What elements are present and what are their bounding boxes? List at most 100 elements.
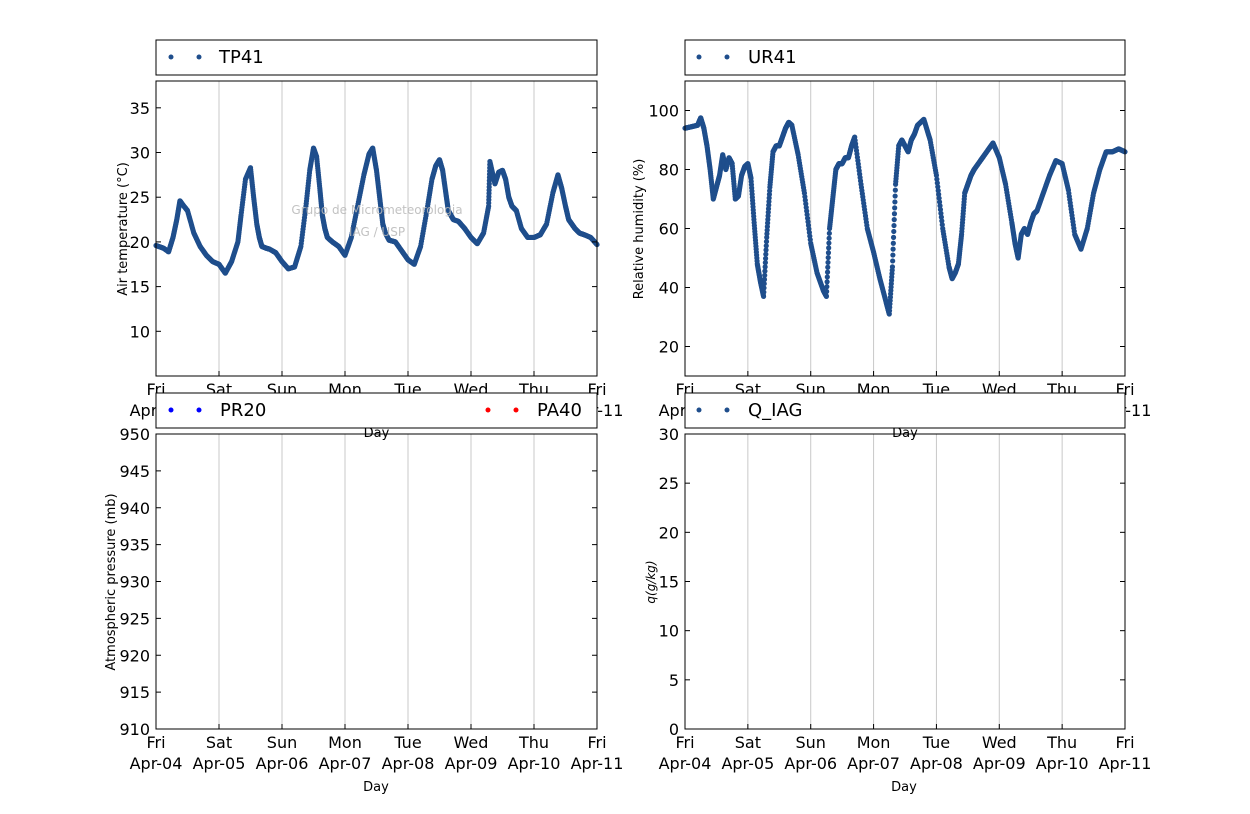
- x-tick-label-dow: Tue: [922, 733, 950, 752]
- data-point: [890, 234, 897, 240]
- specific-humidity-y-axis-label: q(g/kg): [644, 560, 658, 603]
- watermark-line1: Grupo de Micrometeorologia: [291, 203, 462, 217]
- data-point: [935, 187, 941, 194]
- y-tick-label: 15: [130, 278, 150, 297]
- data-point: [936, 191, 942, 197]
- data-point: [939, 222, 945, 228]
- x-tick-label-date: Apr-04: [659, 754, 712, 773]
- data-point: [934, 180, 940, 186]
- pressure-plot-frame: [155, 433, 598, 730]
- x-tick-label-dow: Sat: [206, 733, 232, 752]
- x-tick-label-dow: Thu: [518, 733, 549, 752]
- data-point: [760, 293, 767, 299]
- x-tick-label-date: Apr-09: [445, 754, 498, 773]
- x-tick-label-dow: Fri: [146, 733, 165, 752]
- specific-humidity-plot-frame: [684, 433, 1126, 730]
- temperature-y-axis-label: Air temperature (°C): [116, 162, 131, 296]
- data-point: [763, 238, 770, 245]
- y-tick-label: 915: [119, 683, 150, 702]
- pressure-legend-marker-pa40: [513, 407, 519, 413]
- y-tick-label: 20: [659, 523, 679, 542]
- humidity-y-axis-label: Relative humidity (%): [632, 159, 647, 300]
- data-point: [892, 187, 898, 193]
- data-point: [890, 246, 896, 252]
- humidity-legend-box: [684, 39, 1126, 76]
- temperature-legend-marker: [196, 54, 202, 60]
- data-point: [891, 228, 897, 235]
- specific-humidity-legend-label: Q_IAG: [748, 400, 802, 421]
- x-tick-label-dow: Fri: [587, 733, 606, 752]
- pressure-legend: PR20 PA40: [155, 392, 598, 429]
- x-tick-label-date: Apr-07: [847, 754, 900, 773]
- humidity-plot-frame: [684, 80, 1126, 377]
- y-tick-label: 925: [119, 609, 150, 628]
- y-tick-label: 920: [119, 646, 150, 665]
- data-point: [939, 218, 945, 224]
- y-tick-label: 15: [659, 573, 679, 592]
- x-tick-label-dow: Thu: [1046, 733, 1077, 752]
- x-tick-label-dow: Wed: [454, 733, 489, 752]
- x-tick-label-dow: Fri: [1115, 733, 1134, 752]
- pressure-y-axis-label: Atmospheric pressure (mb): [104, 493, 119, 670]
- pressure-legend-marker-pr20: [168, 407, 174, 413]
- x-tick-label-date: Apr-07: [319, 754, 372, 773]
- data-point: [762, 255, 769, 262]
- specific-humidity-x-axis-label: Day: [891, 780, 917, 795]
- y-tick-label: 30: [130, 144, 150, 163]
- specific-humidity-legend: Q_IAG: [684, 392, 1126, 429]
- data-point: [824, 279, 830, 285]
- data-point: [761, 276, 768, 283]
- x-tick-label-dow: Fri: [675, 733, 694, 752]
- data-point: [938, 214, 944, 220]
- y-tick-label: 40: [659, 279, 679, 298]
- watermark-line2: IAG / USP: [349, 225, 405, 239]
- data-point: [892, 205, 898, 211]
- data-point: [824, 274, 830, 280]
- data-point: [938, 210, 944, 216]
- pressure-x-axis-label: Day: [363, 780, 389, 795]
- humidity-legend-marker: [696, 54, 702, 60]
- data-point: [825, 254, 831, 261]
- temperature-plot-frame: [155, 80, 598, 377]
- x-tick-label-dow: Tue: [393, 733, 421, 752]
- data-point: [890, 258, 896, 264]
- data-point: [761, 285, 767, 291]
- y-tick-label: 950: [119, 425, 150, 444]
- temperature-legend-label: TP41: [218, 47, 264, 68]
- x-tick-label-date: Apr-04: [130, 754, 183, 773]
- data-point: [825, 250, 832, 256]
- data-point: [762, 268, 768, 274]
- y-tick-label: 945: [119, 462, 150, 481]
- specific-humidity-panel: 0 5 10 15 20 25 30 q(g/kg) Fri Apr-04 Sat Apr-05 S…: [644, 425, 1151, 795]
- data-point: [761, 281, 767, 287]
- pressure-legend-label-pa40: PA40: [537, 400, 582, 421]
- pressure-legend-marker-pr20: [196, 407, 202, 413]
- pressure-legend-box: [155, 392, 598, 429]
- y-tick-label: 30: [659, 425, 679, 444]
- y-tick-label: 60: [659, 220, 679, 239]
- x-tick-label-date: Apr-06: [784, 754, 837, 773]
- data-point: [763, 247, 769, 253]
- data-point: [891, 222, 897, 229]
- data-point: [763, 243, 769, 249]
- data-point: [936, 199, 943, 205]
- y-tick-label: 935: [119, 536, 150, 555]
- humidity-legend-marker: [724, 54, 730, 60]
- data-point: [826, 240, 832, 246]
- data-point: [826, 230, 832, 236]
- data-point: [763, 251, 769, 257]
- data-point: [891, 211, 898, 217]
- y-tick-label: 10: [130, 322, 150, 341]
- x-tick-label-dow: Sun: [267, 733, 297, 752]
- data-point: [825, 259, 831, 266]
- data-point: [824, 288, 830, 295]
- specific-humidity-legend-box: [684, 392, 1126, 429]
- data-point: [761, 289, 767, 295]
- y-tick-label: 20: [659, 338, 679, 357]
- data-point: [762, 260, 768, 266]
- pressure-panel: 910 915 920 925 930 935 940 945 950 Atmospheric …: [104, 425, 623, 795]
- data-point: [823, 293, 830, 299]
- data-point: [826, 245, 832, 251]
